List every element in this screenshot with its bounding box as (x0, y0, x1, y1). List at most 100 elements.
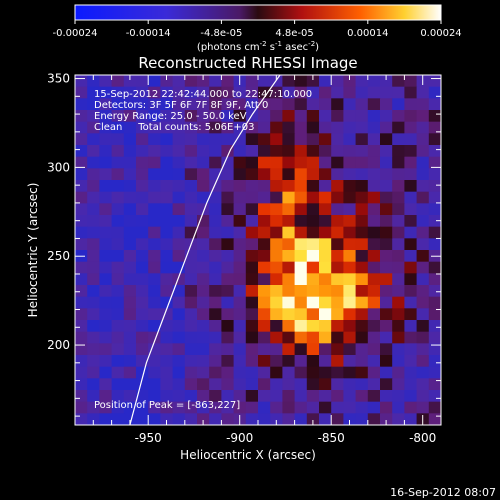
heatmap-cell (99, 133, 113, 146)
heatmap-cell (306, 366, 320, 379)
heatmap-cell (282, 320, 296, 333)
heatmap-cell (319, 250, 332, 263)
heatmap-cell (245, 133, 259, 146)
heatmap-cell (111, 180, 125, 193)
annotation-detectors: Detectors: 3F 5F 6F 7F 8F 9F, Att 0 (94, 100, 268, 111)
heatmap-cell (331, 238, 344, 251)
heatmap-cell (367, 378, 381, 391)
heatmap-cell (258, 191, 271, 204)
heatmap-cell (172, 168, 186, 181)
heatmap-cell (197, 285, 210, 298)
heatmap-cell (221, 378, 235, 391)
heatmap-cell (367, 273, 381, 286)
heatmap-cell (136, 226, 149, 239)
heatmap-cell (319, 390, 332, 403)
heatmap-cell (75, 215, 88, 228)
heatmap-cell (197, 355, 210, 368)
heatmap-cell (343, 133, 357, 146)
heatmap-cell (75, 320, 88, 333)
heatmap-cell (123, 250, 137, 263)
heatmap-cell (209, 98, 222, 111)
heatmap-cell (148, 180, 161, 193)
heatmap-cell (294, 180, 308, 193)
heatmap-cell (111, 320, 125, 333)
heatmap-cell (148, 75, 161, 88)
heatmap-cell (221, 343, 235, 356)
heatmap-cell (160, 180, 174, 193)
heatmap-cell (367, 285, 381, 298)
heatmap-cell (331, 86, 344, 99)
heatmap-cell (404, 86, 418, 99)
heatmap-cell (197, 261, 210, 274)
heatmap-cell (367, 261, 381, 274)
heatmap-cell (245, 121, 259, 134)
heatmap-cell (404, 238, 418, 251)
heatmap-cell (87, 320, 100, 333)
heatmap-cell (258, 238, 271, 251)
heatmap-cell (331, 226, 344, 239)
heatmap-cell (99, 308, 113, 321)
heatmap-cell (355, 401, 369, 414)
heatmap-cell (160, 156, 174, 169)
colorbar-unit: (photons cm-2 s-1 asec-2) (197, 40, 319, 53)
heatmap-cell (404, 145, 418, 158)
heatmap-cell (343, 75, 357, 88)
heatmap-cell (172, 121, 186, 134)
heatmap-cell (99, 168, 113, 181)
heatmap-cell (416, 250, 430, 263)
heatmap-cell (367, 110, 381, 123)
heatmap-cell (87, 273, 100, 286)
heatmap-cell (404, 133, 418, 146)
heatmap-cell (294, 320, 308, 333)
heatmap-cell (380, 110, 393, 123)
heatmap-cell (319, 413, 332, 425)
heatmap-cell (355, 308, 369, 321)
heatmap-cell (75, 226, 88, 239)
heatmap-cell (416, 343, 430, 356)
heatmap-cell (172, 320, 186, 333)
y-axis-label: Heliocentric Y (arcsec) (26, 183, 40, 318)
heatmap-cell (319, 366, 332, 379)
heatmap-cell (184, 355, 198, 368)
heatmap-cell (294, 238, 308, 251)
x-axis-label: Heliocentric X (arcsec) (180, 448, 316, 462)
heatmap-cell (258, 366, 271, 379)
heatmap-cell (221, 75, 235, 88)
heatmap-cell (184, 121, 198, 134)
colorbar-tick-label: 0.00024 (420, 28, 461, 39)
heatmap-cell (75, 75, 88, 88)
heatmap-cell (172, 203, 186, 216)
heatmap-cell (404, 273, 418, 286)
heatmap-cell (233, 145, 247, 158)
heatmap-cell (75, 413, 88, 425)
heatmap-cell (172, 366, 186, 379)
heatmap-cell (331, 261, 344, 274)
heatmap-cell (136, 413, 149, 425)
heatmap-cell (270, 378, 283, 391)
heatmap-cell (123, 378, 137, 391)
heatmap-cell (270, 215, 283, 228)
heatmap-cell (331, 121, 344, 134)
heatmap-cell (123, 215, 137, 228)
heatmap-cell (404, 226, 418, 239)
heatmap-cell (160, 110, 174, 123)
heatmap-cell (428, 401, 441, 414)
heatmap-cell (160, 75, 174, 88)
heatmap-cell (258, 261, 271, 274)
heatmap-cell (392, 133, 405, 146)
heatmap-cell (306, 378, 320, 391)
heatmap-cell (343, 180, 357, 193)
heatmap-cell (123, 308, 137, 321)
heatmap-cell (123, 133, 137, 146)
heatmap-cell (343, 250, 357, 263)
colorbar-tick-label: -4.8e-05 (200, 28, 242, 39)
heatmap-cell (148, 110, 161, 123)
heatmap-cell (428, 273, 441, 286)
heatmap-cell (111, 98, 125, 111)
heatmap-cell (355, 378, 369, 391)
heatmap-cell (160, 226, 174, 239)
heatmap-cell (416, 98, 430, 111)
heatmap-cell (99, 226, 113, 239)
heatmap-cell (282, 133, 296, 146)
heatmap-cell (404, 378, 418, 391)
